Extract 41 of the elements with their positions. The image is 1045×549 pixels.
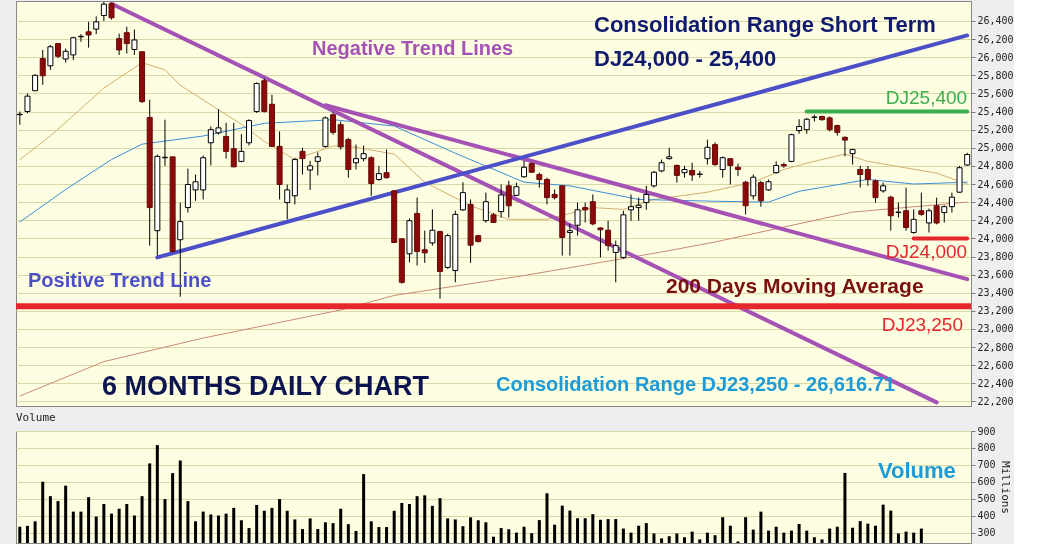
annotation: Negative Trend Lines xyxy=(312,37,514,59)
y-tick-label: 22,600 xyxy=(977,359,1014,371)
y-tick-label: 24,600 xyxy=(977,178,1014,190)
annotation: DJ24,000 - 25,400 xyxy=(594,46,777,71)
chart-title: Volume xyxy=(16,411,56,424)
y-tick-label: 23,600 xyxy=(977,269,1014,281)
y-tick-label: 24,800 xyxy=(977,160,1014,172)
y-tick-label: 300 xyxy=(977,527,996,539)
y-tick-label: 25,400 xyxy=(977,106,1014,118)
series-label: DJ25,400 xyxy=(885,86,968,108)
y-tick-label: 23,400 xyxy=(977,287,1014,299)
y-tick-label: 24,200 xyxy=(977,214,1014,226)
y-tick-label: 26,200 xyxy=(977,33,1014,45)
y-tick-label: 26,000 xyxy=(977,51,1014,63)
y-tick-label: 25,200 xyxy=(977,124,1014,136)
y-tick-label: 22,800 xyxy=(977,341,1014,353)
y-tick-label: 500 xyxy=(977,493,996,505)
y-tick-label: 23,000 xyxy=(977,323,1014,335)
y-tick-label: 22,200 xyxy=(977,395,1014,407)
y-tick-label: 800 xyxy=(977,442,996,454)
annotation: Consolidation Range Short Term xyxy=(594,12,936,37)
series-label: DJ24,000 xyxy=(885,241,968,263)
y-tick-label: 24,000 xyxy=(977,232,1014,244)
y-tick-label: 25,600 xyxy=(977,87,1014,99)
y-tick-label: 23,200 xyxy=(977,305,1014,317)
y-tick-label: 900 xyxy=(977,425,996,437)
y-tick-label: 23,800 xyxy=(977,251,1014,262)
y-tick-label: 25,000 xyxy=(977,142,1014,154)
y-tick-label: 25,800 xyxy=(977,69,1014,81)
y-tick-label: 600 xyxy=(977,476,996,488)
annotation: Consolidation Range DJ23,250 - 26,616.71 xyxy=(496,373,896,395)
y-tick-label: 24,400 xyxy=(977,196,1014,208)
y-tick-label: 26,400 xyxy=(977,15,1014,27)
y-axis-title: Millions xyxy=(998,461,1012,514)
annotation: Volume xyxy=(878,458,956,483)
ref-line-label: DJ23,250 xyxy=(881,314,963,336)
y-tick-label: 700 xyxy=(977,459,996,471)
annotation: 6 MONTHS DAILY CHART xyxy=(102,371,430,401)
y-tick-label: 400 xyxy=(977,510,996,522)
y-tick-label: 22,400 xyxy=(977,377,1014,389)
annotation: 200 Days Moving Average xyxy=(666,274,924,297)
